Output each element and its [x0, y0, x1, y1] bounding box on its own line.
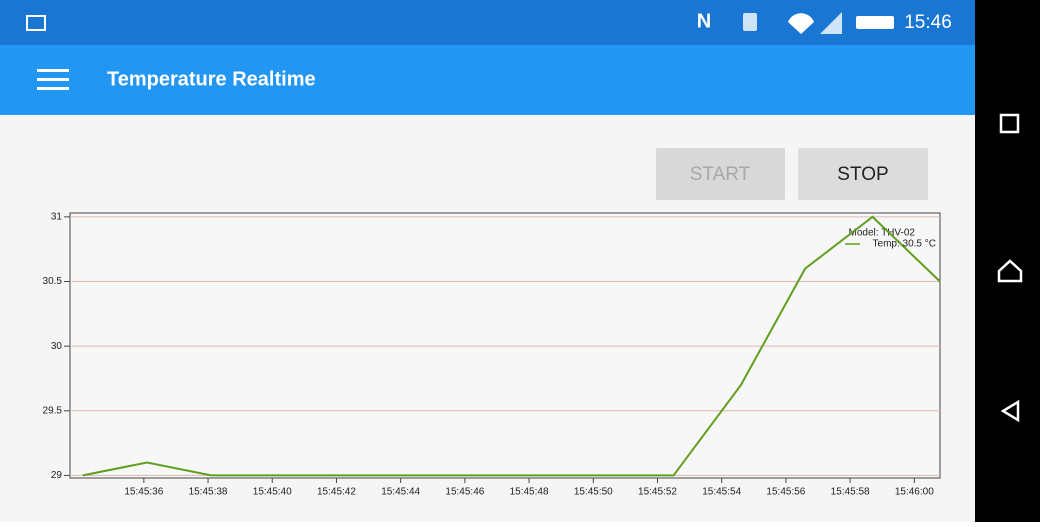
x-tick-label: 15:45:40 — [253, 487, 292, 498]
start-button[interactable] — [656, 148, 785, 200]
app-bar — [0, 45, 975, 115]
y-tick-label: 29 — [51, 470, 63, 481]
y-tick-label: 29.5 — [43, 405, 63, 416]
back-button[interactable] — [1000, 399, 1020, 423]
gallery-icon — [26, 15, 46, 31]
menu-bar — [37, 69, 69, 72]
status-time: 15:46 — [904, 12, 952, 33]
y-tick-label: 30 — [51, 341, 63, 352]
x-tick-label: 15:45:42 — [317, 487, 356, 498]
menu-button[interactable] — [37, 69, 69, 90]
legend-title: Model: THV-02 — [848, 228, 915, 239]
y-tick-label: 31 — [51, 212, 63, 223]
status-bar — [0, 0, 975, 45]
menu-bar — [37, 87, 69, 90]
x-tick-label: 15:45:46 — [445, 487, 484, 498]
recents-button[interactable] — [999, 113, 1020, 134]
temp-line — [82, 215, 941, 477]
stop-button[interactable] — [798, 148, 928, 200]
battery-icon — [856, 16, 894, 29]
signal-icon — [820, 12, 842, 34]
x-tick-label: 15:45:38 — [189, 487, 228, 498]
sim-icon — [743, 13, 757, 31]
app-title: Temperature Realtime — [107, 68, 316, 90]
x-tick-label: 15:45:44 — [381, 487, 420, 498]
start-label: START — [690, 164, 751, 185]
x-tick-label: 15:45:50 — [574, 487, 613, 498]
x-tick-label: 15:45:54 — [702, 487, 741, 498]
x-tick-label: 15:45:56 — [766, 487, 805, 498]
home-button[interactable] — [997, 259, 1023, 283]
x-tick-label: 15:45:58 — [831, 487, 870, 498]
menu-bar — [37, 78, 69, 81]
stop-label: STOP — [837, 164, 888, 185]
nav-bar — [975, 0, 1040, 522]
x-tick-label: 15:45:48 — [510, 487, 549, 498]
x-tick-label: 15:45:52 — [638, 487, 677, 498]
x-tick-label: 15:46:00 — [895, 487, 934, 498]
wifi-icon — [788, 13, 814, 34]
plot-area — [69, 212, 941, 479]
nfc-icon: N — [697, 10, 711, 32]
legend-label: Temp: 30.5 °C — [873, 239, 936, 250]
x-tick-label: 15:45:36 — [124, 487, 163, 498]
y-tick-label: 30.5 — [43, 276, 63, 287]
